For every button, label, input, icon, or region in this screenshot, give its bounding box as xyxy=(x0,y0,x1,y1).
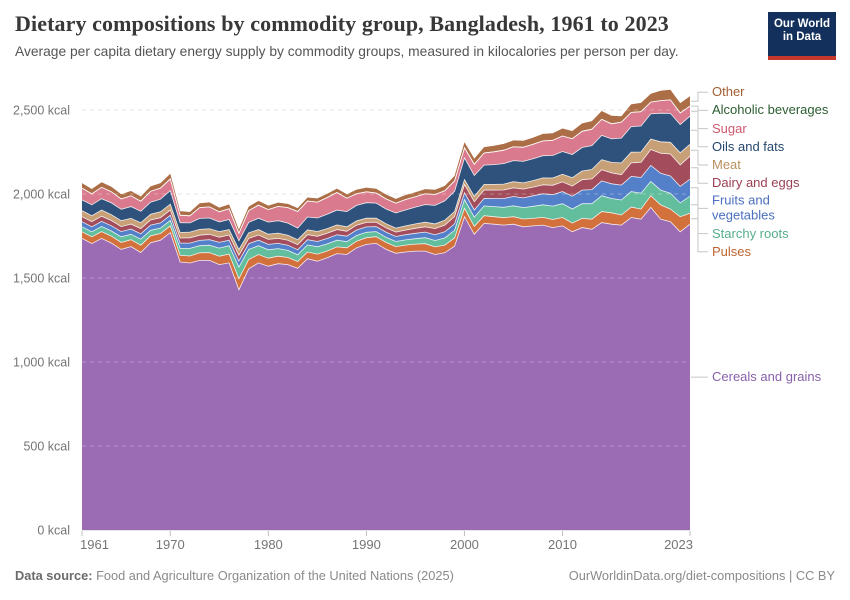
logo-line2: in Data xyxy=(782,31,822,43)
legend-leader-line xyxy=(691,187,708,209)
legend-leader-line xyxy=(691,218,708,253)
area-oils-and-fats[interactable] xyxy=(82,113,690,250)
data-source-text: Food and Agriculture Organization of the… xyxy=(92,568,454,583)
legend-leader-line xyxy=(691,167,708,184)
y-axis-label: 2,000 kcal xyxy=(13,188,70,202)
legend-item-cereals-and-grains[interactable]: Cereals and grains xyxy=(712,368,822,384)
legend-leader-line xyxy=(691,149,708,166)
legend-item-fruits-and-vegetables[interactable]: Fruits and vegetables xyxy=(712,192,775,223)
area-cereals-and-grains[interactable] xyxy=(82,207,690,530)
x-axis-label: 1990 xyxy=(352,537,381,552)
band-separator xyxy=(81,206,691,291)
attribution-link[interactable]: OurWorldinData.org/diet-compositions | C… xyxy=(568,568,835,583)
page-subtitle: Average per capita dietary energy supply… xyxy=(15,44,679,59)
band-separator xyxy=(81,149,691,257)
legend-item-starchy-roots[interactable]: Starchy roots xyxy=(712,225,789,241)
y-axis-label: 1,000 kcal xyxy=(13,356,70,370)
x-axis-label: 1980 xyxy=(254,537,283,552)
y-axis-label: 1,500 kcal xyxy=(13,272,70,286)
data-source-label: Data source: xyxy=(15,568,93,583)
y-axis-label: 0 kcal xyxy=(37,524,70,538)
chart-header: Dietary compositions by commodity group,… xyxy=(15,10,755,60)
logo-line1: Our World xyxy=(773,18,830,30)
legend-leader-line xyxy=(691,110,708,130)
legend-item-alcoholic-beverages[interactable]: Alcoholic beverages xyxy=(712,102,829,118)
owid-logo: Our World in Data xyxy=(768,12,836,60)
legend-leader-line xyxy=(691,91,708,102)
band-separator xyxy=(81,180,691,268)
y-axis-label: 500 kcal xyxy=(23,440,70,454)
x-axis-label: 2023 xyxy=(664,537,693,552)
band-separator xyxy=(81,195,691,280)
data-source: Data source: Food and Agriculture Organi… xyxy=(15,568,454,583)
legend-item-sugar[interactable]: Sugar xyxy=(712,120,747,136)
chart-footer: Data source: Food and Agriculture Organi… xyxy=(15,568,835,583)
legend-item-other[interactable]: Other xyxy=(712,83,745,99)
legend-item-oils-and-fats[interactable]: Oils and fats xyxy=(712,138,785,154)
legend-leader-line xyxy=(691,129,708,148)
band-separator xyxy=(81,112,691,242)
x-axis-label: 2010 xyxy=(548,537,577,552)
y-axis-label: 2,500 kcal xyxy=(13,104,70,118)
band-separator xyxy=(81,164,691,262)
x-axis-label: 2000 xyxy=(450,537,479,552)
legend-item-pulses[interactable]: Pulses xyxy=(712,243,752,259)
x-axis-label: 1961 xyxy=(80,537,109,552)
page-title: Dietary compositions by commodity group,… xyxy=(15,11,669,36)
legend-item-dairy-and-eggs[interactable]: Dairy and eggs xyxy=(712,174,800,190)
x-axis-label: 1970 xyxy=(156,537,185,552)
legend-item-meat[interactable]: Meat xyxy=(712,156,741,172)
band-separator xyxy=(81,138,691,251)
legend-leader-line xyxy=(691,105,708,111)
band-separator xyxy=(81,99,691,235)
